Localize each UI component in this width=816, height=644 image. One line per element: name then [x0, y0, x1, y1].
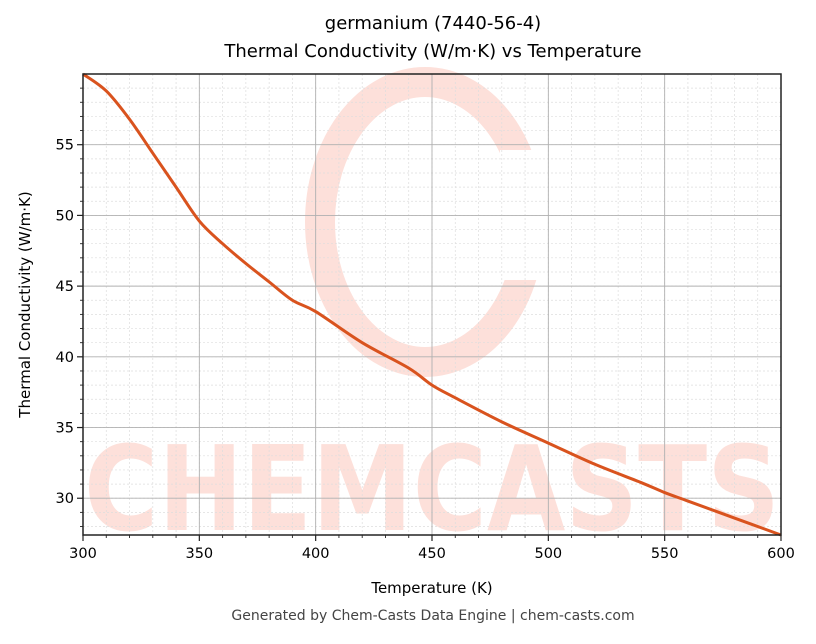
- y-tick-label: 30: [56, 491, 74, 507]
- x-tick-label: 350: [185, 546, 213, 562]
- x-tick-label: 450: [418, 546, 446, 562]
- x-tick-label: 400: [302, 546, 330, 562]
- x-tick-label: 550: [651, 546, 679, 562]
- data-line: [82, 72, 782, 537]
- chart-title-line2: Thermal Conductivity (W/m·K) vs Temperat…: [224, 41, 642, 62]
- x-axis-label: Temperature (K): [370, 579, 492, 597]
- tick-labels: 300 350 400 450 500 550 600 30 35 40 45 50 55: [56, 138, 795, 562]
- y-tick-label: 55: [56, 138, 74, 154]
- footer-credit: Generated by Chem-Casts Data Engine | ch…: [231, 608, 635, 624]
- axis-ticks: [77, 87, 782, 541]
- y-axis-label: Thermal Conductivity (W/m·K): [16, 191, 34, 418]
- y-tick-label: 40: [56, 350, 74, 366]
- y-tick-label: 45: [56, 279, 74, 295]
- chart-title-line1: germanium (7440-56-4): [324, 13, 542, 34]
- x-tick-label: 300: [69, 546, 97, 562]
- y-tick-label: 50: [56, 208, 74, 224]
- x-tick-label: 500: [534, 546, 562, 562]
- x-tick-label: 600: [767, 546, 795, 562]
- y-tick-label: 35: [56, 421, 74, 437]
